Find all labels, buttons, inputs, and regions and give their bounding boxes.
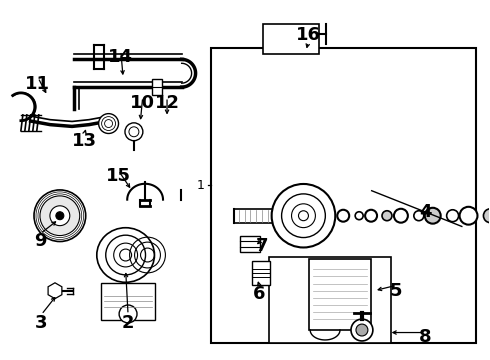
Circle shape	[356, 324, 368, 336]
Text: 1: 1	[196, 179, 204, 192]
Bar	[101, 283, 155, 320]
Circle shape	[298, 211, 308, 221]
Text: 3: 3	[35, 314, 48, 332]
Bar	[270, 257, 391, 342]
Bar	[240, 237, 260, 252]
Text: 6: 6	[253, 285, 266, 303]
Circle shape	[34, 190, 86, 242]
Bar	[264, 24, 319, 54]
Ellipse shape	[97, 228, 154, 282]
Text: 5: 5	[390, 282, 402, 300]
Circle shape	[484, 209, 490, 223]
Text: 2: 2	[122, 314, 134, 332]
Circle shape	[414, 211, 424, 221]
Circle shape	[394, 209, 408, 223]
Circle shape	[119, 305, 137, 323]
Circle shape	[98, 114, 119, 134]
Text: 14: 14	[108, 48, 133, 66]
Circle shape	[50, 206, 70, 226]
Circle shape	[40, 196, 80, 235]
Polygon shape	[48, 283, 62, 299]
Circle shape	[382, 211, 392, 221]
Circle shape	[355, 212, 363, 220]
Circle shape	[125, 123, 143, 141]
Circle shape	[337, 210, 349, 222]
Text: 7: 7	[256, 237, 269, 255]
Text: 11: 11	[25, 75, 50, 93]
Text: 16: 16	[296, 26, 321, 44]
Bar	[309, 258, 371, 330]
Circle shape	[56, 212, 64, 220]
Text: 12: 12	[154, 94, 179, 112]
Text: 9: 9	[34, 232, 47, 250]
Text: 13: 13	[72, 132, 97, 150]
Circle shape	[365, 210, 377, 222]
Text: 8: 8	[419, 328, 432, 346]
Bar	[252, 261, 270, 285]
Bar	[152, 79, 162, 95]
Circle shape	[351, 319, 373, 341]
Circle shape	[447, 210, 459, 222]
Circle shape	[271, 184, 335, 247]
Text: 15: 15	[106, 167, 131, 185]
Text: 4: 4	[419, 203, 432, 221]
Bar	[211, 48, 476, 342]
Circle shape	[460, 207, 477, 225]
Circle shape	[425, 208, 441, 224]
Text: 10: 10	[130, 94, 155, 112]
